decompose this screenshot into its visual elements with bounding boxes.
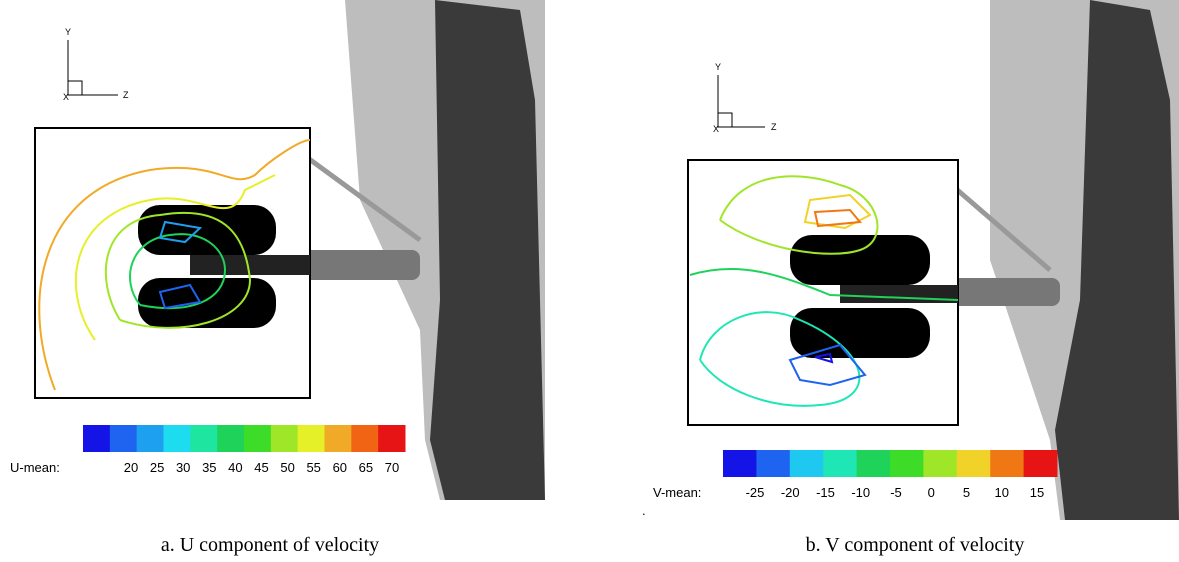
contour — [104, 211, 252, 329]
colorbar-tick-label: 25 — [150, 460, 164, 475]
wheel — [790, 308, 930, 358]
axis-box — [717, 112, 733, 128]
colorbar-swatch — [990, 450, 1025, 477]
axis-box — [67, 80, 83, 96]
colorbar-swatch — [890, 450, 924, 477]
colorbar-swatch — [789, 450, 824, 477]
colorbar-tick-label: 50 — [280, 460, 294, 475]
colorbar-swatch — [956, 450, 991, 477]
axle — [190, 255, 310, 275]
contour — [814, 352, 834, 364]
colorbar-tick-label: 20 — [124, 460, 138, 475]
colorbar-swatch — [723, 450, 757, 477]
colorbar-swatch — [378, 425, 406, 452]
colorbar-label: U-mean: — [10, 460, 60, 475]
colorbar-tick-label: 35 — [202, 460, 216, 475]
panel-b: Y Z X V-mean: . b. V component of veloci… — [642, 0, 1179, 556]
contour — [158, 283, 202, 310]
colorbar-tick-label: -20 — [781, 485, 800, 500]
colorbar-swatch — [923, 450, 958, 477]
strut — [288, 142, 422, 243]
colorbar-tick-label: 65 — [359, 460, 373, 475]
wing-dark — [1055, 0, 1179, 520]
colorbar-tick-label: -25 — [746, 485, 765, 500]
axle — [280, 250, 420, 280]
colorbar-swatch — [324, 425, 352, 452]
colorbar-swatch — [856, 450, 891, 477]
axis-label: X — [63, 92, 69, 102]
colorbar-swatch — [217, 425, 245, 452]
colorbar-swatch — [109, 425, 138, 452]
contour — [74, 174, 276, 341]
colorbar-swatch — [1023, 450, 1058, 477]
colorbar-tick-label: 0 — [928, 485, 935, 500]
colorbar-swatch — [244, 425, 272, 452]
colorbar-tick-label: 60 — [333, 460, 347, 475]
contour — [38, 139, 311, 391]
axle — [930, 278, 1060, 306]
axis-label: Z — [123, 90, 129, 100]
contour — [689, 267, 959, 301]
caption: b. V component of velocity — [806, 534, 1025, 556]
panel-a: Y Z X U-mean: a. U component of velocity — [10, 0, 545, 556]
caption: a. U component of velocity — [161, 534, 379, 556]
colorbar-swatch — [297, 425, 325, 452]
stray-mark: . — [642, 503, 646, 518]
contour — [158, 220, 203, 244]
colorbar-tick-label: 30 — [176, 460, 190, 475]
wheel — [138, 205, 276, 255]
colorbar-swatch — [83, 425, 111, 452]
colorbar-tick-label: 70 — [385, 460, 399, 475]
colorbar-tick-label: 45 — [254, 460, 268, 475]
colorbar-swatch — [190, 425, 218, 452]
colorbar-swatch — [163, 425, 191, 452]
colorbar-swatch — [136, 425, 164, 452]
colorbar-swatch — [823, 450, 858, 477]
axis-label: Z — [771, 122, 777, 132]
colorbar-swatch — [270, 425, 299, 452]
wheel — [138, 278, 276, 328]
wheel — [790, 235, 930, 285]
axis-label: Y — [65, 27, 71, 37]
colorbar-label: V-mean: — [653, 485, 701, 500]
contour — [699, 311, 861, 407]
colorbar-tick-label: 5 — [963, 485, 970, 500]
contour — [719, 175, 879, 255]
colorbar-swatch — [351, 425, 379, 452]
colorbar-tick-label: -10 — [851, 485, 870, 500]
colorbar-tick-label: 10 — [995, 485, 1009, 500]
colorbar-tick-label: -5 — [890, 485, 902, 500]
colorbar-tick-label: 40 — [228, 460, 242, 475]
colorbar-tick-label: 55 — [306, 460, 320, 475]
axis-label: X — [713, 124, 719, 134]
axis-label: Y — [715, 62, 721, 72]
colorbar-tick-label: 15 — [1030, 485, 1044, 500]
contour — [813, 208, 862, 228]
contour — [788, 343, 867, 387]
colorbar-tick-label: -15 — [816, 485, 835, 500]
colorbar-swatch — [756, 450, 791, 477]
wing-dark — [430, 0, 545, 500]
